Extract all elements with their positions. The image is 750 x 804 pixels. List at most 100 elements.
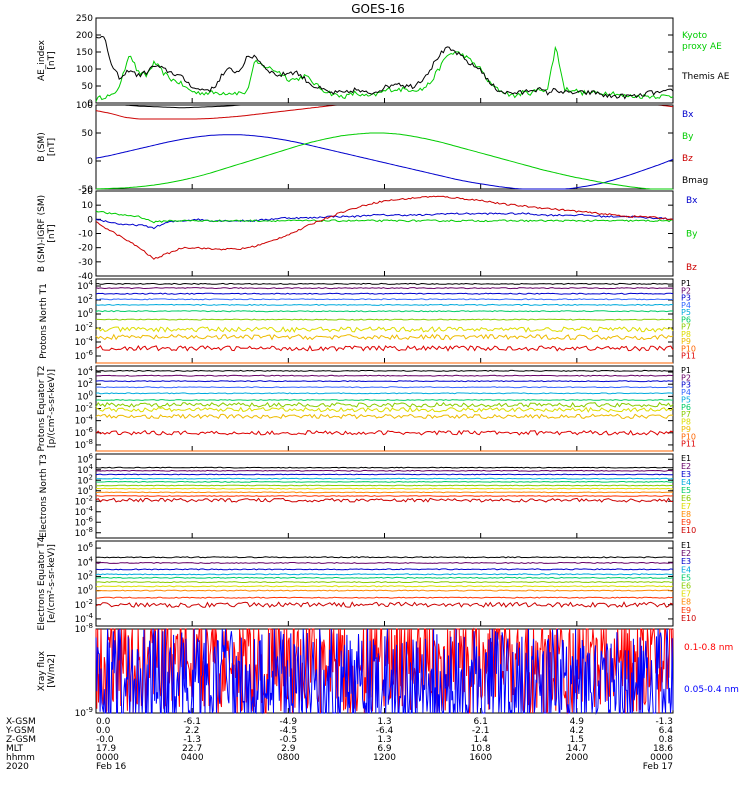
series-line-e1-e9 bbox=[95, 495, 674, 497]
channel-label-e2: E1 bbox=[681, 541, 691, 550]
footer-row-label: X-GSM bbox=[6, 717, 36, 727]
series-line-bigrf-bz bbox=[95, 195, 674, 260]
channel-label-p1: P3 bbox=[681, 294, 691, 303]
footer-row-label: Y-GSM bbox=[5, 726, 34, 736]
y-tick-label-bigrf: -30 bbox=[78, 258, 93, 268]
footer-cell: 0.0 bbox=[96, 717, 111, 727]
series-line-xray-00504nm bbox=[95, 628, 674, 715]
y-tick-label-e2: 104 bbox=[77, 555, 93, 568]
series-line-e1-e10 bbox=[95, 497, 674, 503]
footer-cell: 2000 bbox=[565, 753, 588, 763]
panel-frame-bigrf bbox=[95, 190, 674, 277]
footer-row-label: 2020 bbox=[6, 762, 29, 772]
series-line-bigrf-by bbox=[95, 210, 673, 224]
series-line-e2-e8 bbox=[95, 589, 674, 592]
series-line-e1-e3 bbox=[95, 473, 673, 476]
series-line-bsm-by bbox=[95, 132, 673, 190]
channel-label-p2: P8 bbox=[681, 418, 691, 427]
channel-label-p2: P7 bbox=[681, 410, 691, 419]
footer-cell: 22.7 bbox=[182, 744, 202, 754]
channel-label-p1: P5 bbox=[681, 308, 691, 317]
footer-cell: 14.7 bbox=[567, 744, 587, 754]
y-tick-label-p1: 10-4 bbox=[75, 335, 94, 348]
channel-label-p1: P11 bbox=[681, 352, 696, 361]
series-line-e1-e6 bbox=[96, 484, 674, 487]
series-line-e1-e2 bbox=[95, 469, 674, 472]
y-tick-label-p2: 10-4 bbox=[75, 414, 94, 427]
y-tick-label-bsm: -50 bbox=[78, 185, 93, 195]
series-line-p1-p3 bbox=[95, 292, 674, 295]
series-line-bsm-bz bbox=[95, 104, 674, 120]
y-tick-label-e1: 10-4 bbox=[75, 505, 94, 518]
footer-cell: -1.3 bbox=[183, 735, 201, 745]
series-line-p1-p8 bbox=[95, 326, 674, 333]
channel-label-e1: E6 bbox=[681, 494, 691, 503]
series-line-p2-p2 bbox=[95, 374, 674, 377]
y-tick-label-p1: 100 bbox=[77, 307, 93, 320]
panel-frame-e2 bbox=[95, 540, 674, 627]
y-tick-label-e1: 102 bbox=[77, 473, 93, 486]
series-line-p1-p6 bbox=[95, 310, 674, 313]
y-tick-label-e1: 106 bbox=[77, 452, 93, 465]
footer-cell: 0400 bbox=[181, 753, 204, 763]
channel-label-p2: P5 bbox=[681, 395, 691, 404]
y-axis-label-e2: Electrons Equator T4[e/(cm²-s-sr-keV)] bbox=[37, 536, 57, 630]
series-line-bsm-bx bbox=[95, 134, 674, 190]
footer-cell: 1.4 bbox=[474, 735, 489, 745]
legend-label-xray: 0.1-0.8 nm bbox=[684, 643, 733, 653]
series-line-e2-e2 bbox=[95, 561, 674, 564]
channel-label-e2: E10 bbox=[681, 614, 696, 623]
footer-cell: 1600 bbox=[469, 753, 492, 763]
channel-label-e2: E8 bbox=[681, 598, 691, 607]
y-axis-label-p2: Protons Equator T2[p/(cm²-s-sr-keV)] bbox=[37, 365, 57, 451]
series-line-e2-e5 bbox=[95, 576, 674, 579]
footer-cell: -0.0 bbox=[96, 735, 114, 745]
footer-cell: -1.3 bbox=[655, 717, 673, 727]
footer-cell: 0800 bbox=[277, 753, 300, 763]
y-tick-label-bigrf: 20 bbox=[82, 187, 94, 197]
series-line-e1-e8 bbox=[95, 491, 674, 494]
y-tick-label-e2: 102 bbox=[77, 569, 93, 582]
y-tick-label-bigrf: 0 bbox=[87, 215, 93, 225]
channel-label-e1: E7 bbox=[681, 502, 691, 511]
channel-label-p1: P8 bbox=[681, 330, 691, 339]
y-tick-label-bigrf: -10 bbox=[78, 230, 93, 240]
channel-label-e2: E6 bbox=[681, 582, 691, 591]
y-tick-label-bigrf: 10 bbox=[82, 201, 94, 211]
legend-label-ae: proxy AE bbox=[682, 42, 722, 52]
channel-label-p2: P10 bbox=[681, 432, 696, 441]
footer-row-label: MLT bbox=[6, 744, 24, 754]
channel-label-p1: P7 bbox=[681, 323, 691, 332]
panel-frame-bsm bbox=[95, 104, 674, 190]
legend-label-ae: Kyoto bbox=[682, 31, 708, 41]
y-tick-label-bsm: 50 bbox=[82, 129, 94, 139]
series-line-ae-kyotoproxyae bbox=[95, 45, 674, 102]
footer-cell: 2.2 bbox=[185, 726, 199, 736]
channel-label-p2: P11 bbox=[681, 440, 696, 449]
y-tick-label-xray: 10-9 bbox=[75, 706, 93, 719]
footer-cell: 10.8 bbox=[471, 744, 491, 754]
series-line-p2-p5 bbox=[95, 392, 674, 395]
footer-cell: 1.3 bbox=[377, 717, 391, 727]
footer-cell: -6.1 bbox=[183, 717, 201, 727]
legend-label-bigrf: By bbox=[686, 230, 698, 240]
channel-label-p1: P2 bbox=[681, 286, 691, 295]
legend-label-xray: 0.05-0.4 nm bbox=[684, 685, 739, 695]
y-tick-label-p1: 10-6 bbox=[75, 349, 94, 362]
legend-label-bsm: By bbox=[682, 132, 694, 142]
legend-label-bsm: Bz bbox=[682, 154, 693, 164]
series-line-p2-p7 bbox=[95, 401, 674, 408]
channel-label-e1: E5 bbox=[681, 486, 691, 495]
footer-cell: 6.9 bbox=[377, 744, 392, 754]
y-tick-label-p2: 10-6 bbox=[75, 426, 94, 439]
channel-label-p2: P3 bbox=[681, 381, 691, 390]
footer-row-label: hhmm bbox=[6, 753, 35, 763]
y-tick-label-e1: 104 bbox=[77, 463, 93, 476]
y-tick-label-bigrf: -40 bbox=[78, 272, 93, 282]
y-tick-label-p1: 10-2 bbox=[75, 321, 93, 334]
footer-cell: 18.6 bbox=[653, 744, 673, 754]
channel-label-e1: E3 bbox=[681, 470, 691, 479]
legend-label-bsm: Bx bbox=[682, 110, 694, 120]
channel-label-p2: P6 bbox=[681, 403, 691, 412]
footer-cell: 4.9 bbox=[570, 717, 585, 727]
